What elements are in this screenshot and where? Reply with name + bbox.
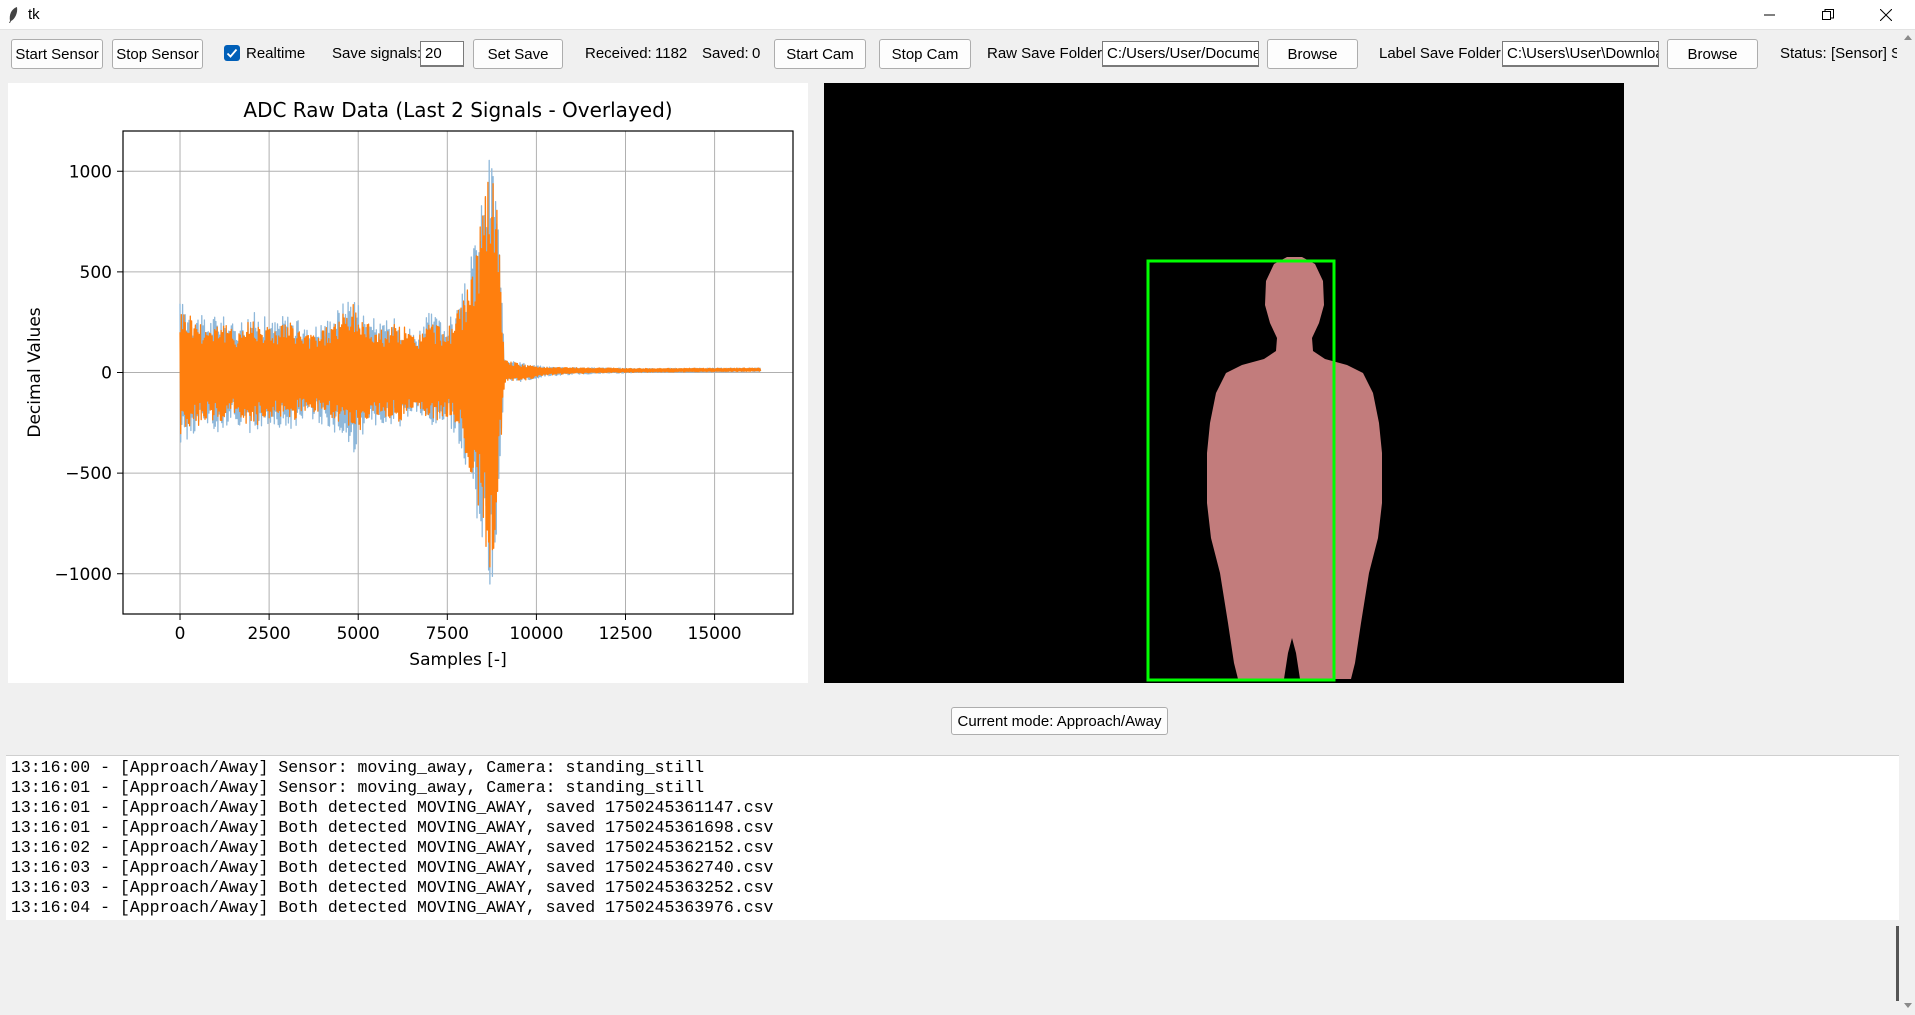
status-label: Status: xyxy=(1780,45,1827,62)
log-line: 13:16:03 - [Approach/Away] Both detected… xyxy=(11,858,774,877)
save-signals-input[interactable]: 20 xyxy=(420,41,464,67)
chart-title: ADC Raw Data (Last 2 Signals - Overlayed… xyxy=(243,98,672,122)
log-line: 13:16:00 - [Approach/Away] Sensor: movin… xyxy=(11,758,705,777)
start-sensor-button[interactable]: Start Sensor xyxy=(11,39,103,69)
x-tick-label: 2500 xyxy=(247,624,290,644)
save-signals-label: Save signals: xyxy=(332,45,422,62)
raw-save-folder-input[interactable]: C:/Users/User/Docume xyxy=(1102,41,1259,67)
log-line: 13:16:01 - [Approach/Away] Sensor: movin… xyxy=(11,778,705,797)
label-save-folder-label: Label Save Folder: xyxy=(1379,45,1505,62)
x-tick-label: 5000 xyxy=(337,624,380,644)
x-tick-label: 12500 xyxy=(598,624,652,644)
close-button[interactable] xyxy=(1857,0,1915,30)
close-icon xyxy=(1880,9,1892,21)
realtime-checkbox[interactable] xyxy=(224,45,240,61)
camera-frame xyxy=(1146,257,1382,682)
minimize-button[interactable] xyxy=(1741,0,1799,30)
log-line: 13:16:01 - [Approach/Away] Both detected… xyxy=(11,798,774,817)
status-value: [Sensor] Se xyxy=(1831,45,1897,62)
y-tick-label: 500 xyxy=(80,263,112,283)
y-tick-label: −500 xyxy=(65,464,112,484)
feather-icon xyxy=(9,7,18,23)
log-line: 13:16:03 - [Approach/Away] Both detected… xyxy=(11,878,774,897)
chart-ylabel: Decimal Values xyxy=(25,307,45,437)
person-bounding-box xyxy=(1146,259,1336,682)
log-line: 13:16:04 - [Approach/Away] Both detected… xyxy=(11,898,774,917)
set-save-button[interactable]: Set Save xyxy=(473,39,563,69)
scroll-up-icon[interactable] xyxy=(1904,34,1912,40)
adc-plot-panel: 0 2500 5000 7500 10000 12500 15000 −1000 −500 0 50… xyxy=(8,83,808,683)
y-tick-label: −1000 xyxy=(54,565,112,585)
x-tick-label: 10000 xyxy=(509,624,563,644)
saved-count: 0 xyxy=(752,45,761,62)
y-tick-label: 0 xyxy=(101,364,112,384)
person-segmentation-mask xyxy=(1207,257,1382,679)
series-line-2 xyxy=(179,181,762,568)
scroll-thumb[interactable] xyxy=(1896,926,1899,1001)
chart-xlabel: Samples [-] xyxy=(409,650,506,670)
minimize-icon xyxy=(1764,14,1775,16)
event-log: 13:16:00 - [Approach/Away] Sensor: movin… xyxy=(6,755,1899,920)
scrollbar[interactable] xyxy=(1899,30,1915,1015)
restore-button[interactable] xyxy=(1799,0,1857,30)
x-tick-label: 7500 xyxy=(426,624,469,644)
scroll-down-icon[interactable] xyxy=(1904,1003,1912,1009)
x-tick-label: 15000 xyxy=(688,624,742,644)
camera-view xyxy=(824,83,1624,683)
restore-icon xyxy=(1822,9,1834,20)
label-save-folder-input[interactable]: C:\Users\User\Downloa xyxy=(1502,41,1659,67)
y-tick-label: 1000 xyxy=(69,162,112,182)
log-line: 13:16:01 - [Approach/Away] Both detected… xyxy=(11,818,774,837)
stop-sensor-button[interactable]: Stop Sensor xyxy=(112,39,203,69)
adc-chart: 0 2500 5000 7500 10000 12500 15000 −1000 −500 0 50… xyxy=(25,98,794,670)
stop-cam-button[interactable]: Stop Cam xyxy=(879,39,971,69)
current-mode-button[interactable]: Current mode: Approach/Away xyxy=(951,707,1168,735)
received-label: Received: xyxy=(585,45,652,62)
saved-label: Saved: xyxy=(702,45,749,62)
checkmark-icon xyxy=(226,48,238,58)
start-cam-button[interactable]: Start Cam xyxy=(774,39,866,69)
title-bar: tk xyxy=(0,0,1915,30)
window-title: tk xyxy=(28,6,40,23)
realtime-label[interactable]: Realtime xyxy=(246,45,306,62)
x-tick-label: 0 xyxy=(175,624,186,644)
browse-raw-folder-button[interactable]: Browse xyxy=(1267,39,1358,69)
browse-label-folder-button[interactable]: Browse xyxy=(1667,39,1758,69)
log-line: 13:16:02 - [Approach/Away] Both detected… xyxy=(11,838,774,857)
received-count: 1182 xyxy=(655,45,688,62)
raw-save-folder-label: Raw Save Folder: xyxy=(987,45,1107,62)
